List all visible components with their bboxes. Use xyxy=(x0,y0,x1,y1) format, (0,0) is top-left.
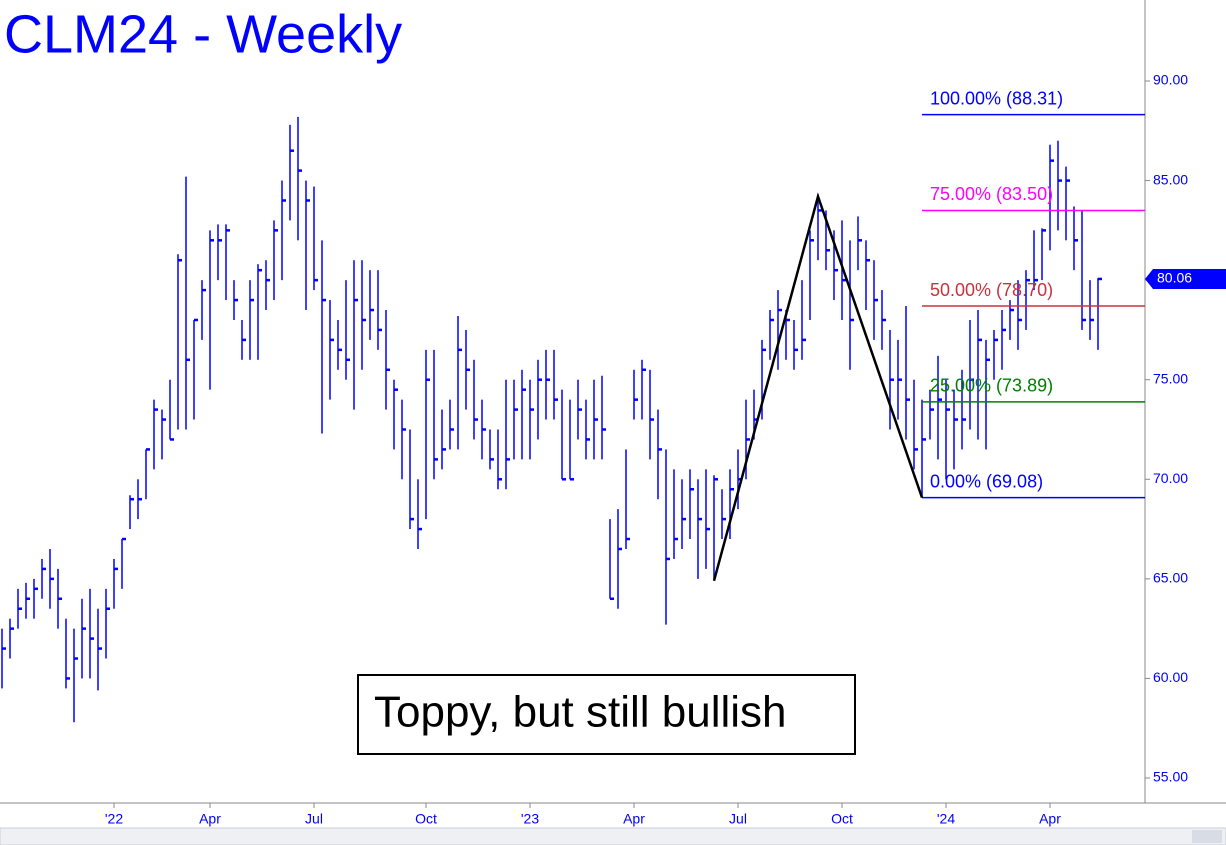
fib-label: 50.00% (78.70) xyxy=(930,280,1053,300)
zigzag xyxy=(712,192,924,582)
x-tick-label: Apr xyxy=(623,811,645,827)
y-tick-label: 90.00 xyxy=(1153,72,1188,88)
annotation: Toppy, but still bullish xyxy=(374,688,787,737)
x-tick-label: Apr xyxy=(1039,811,1061,827)
x-tick-label: Jul xyxy=(305,811,323,827)
y-tick-label: 60.00 xyxy=(1153,669,1188,685)
scrollbar[interactable] xyxy=(0,827,1226,845)
fib-label: 25.00% (73.89) xyxy=(930,376,1053,396)
x-tick-label: '22 xyxy=(105,811,123,827)
y-tick-label: 65.00 xyxy=(1153,570,1188,586)
x-tick-label: Oct xyxy=(415,811,437,827)
y-tick-label: 75.00 xyxy=(1153,370,1188,386)
chart-title: CLM24 - Weekly xyxy=(4,4,402,64)
x-tick-label: Apr xyxy=(199,811,221,827)
scroll-thumb[interactable] xyxy=(1192,830,1222,843)
last-price-box xyxy=(1145,268,1226,289)
annotation-box xyxy=(357,674,856,755)
y-tick-label: 55.00 xyxy=(1153,769,1188,785)
x-tick-label: Jul xyxy=(729,811,747,827)
fib-label: 100.00% (88.31) xyxy=(930,88,1063,108)
x-tick-label: '24 xyxy=(937,811,955,827)
y-tick-label: 70.00 xyxy=(1153,470,1188,486)
x-tick-label: '23 xyxy=(521,811,539,827)
y-tick-label: 85.00 xyxy=(1153,171,1188,187)
last-price-label: 80.06 xyxy=(1157,270,1192,286)
x-tick-label: Oct xyxy=(831,811,853,827)
fib-label: 75.00% (83.50) xyxy=(930,184,1053,204)
fib-label: 0.00% (69.08) xyxy=(930,471,1043,491)
